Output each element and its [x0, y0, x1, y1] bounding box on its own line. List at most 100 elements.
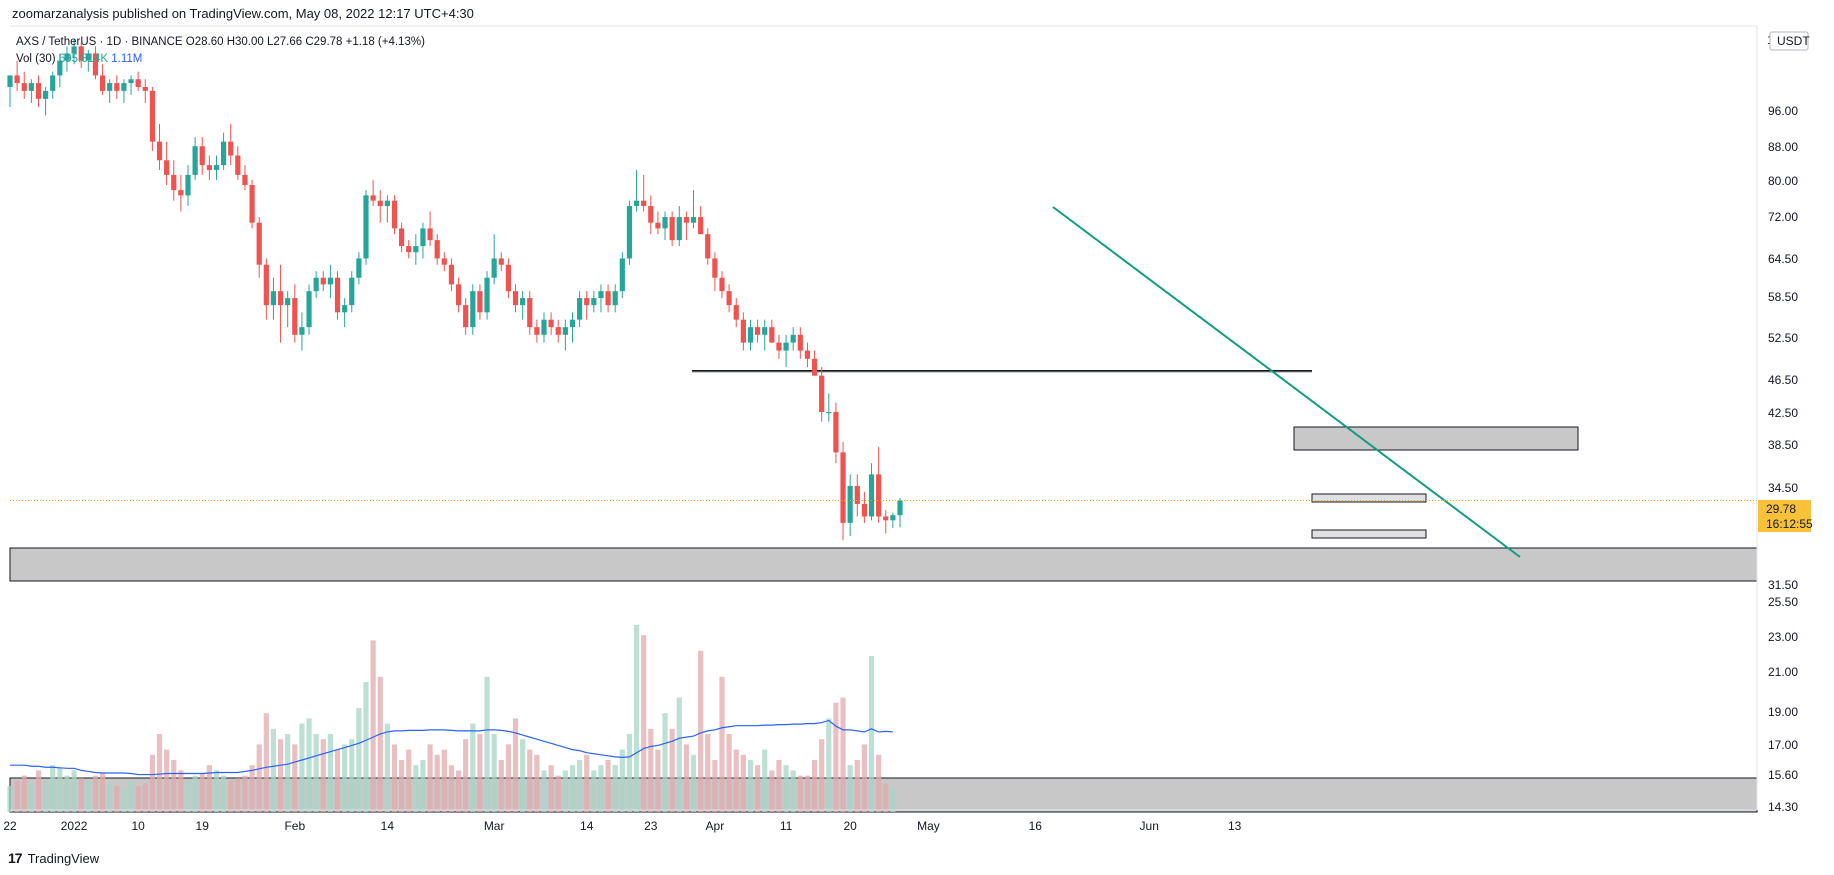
candle-body [463, 305, 469, 328]
candle-body [71, 46, 77, 54]
candle-body [185, 174, 191, 196]
candle-body [85, 53, 91, 61]
volume-bar [591, 770, 597, 812]
time-axis-label: 19 [196, 819, 210, 833]
candle-body [370, 195, 376, 201]
candle-body [128, 79, 134, 84]
publish-header: zoomarzanalysis published on TradingView… [12, 6, 474, 21]
volume-bar [92, 775, 99, 812]
volume-bar [733, 749, 739, 812]
volume-bar [569, 765, 576, 812]
candle-body [356, 258, 362, 278]
time-axis-label: 16 [1029, 819, 1043, 833]
candle-body [584, 298, 590, 306]
candle-body [57, 60, 63, 76]
candle-body [641, 200, 647, 207]
candle-body [228, 141, 234, 156]
candle-body [847, 485, 853, 523]
candle-body [377, 200, 383, 207]
time-axis-label: Apr [706, 819, 725, 833]
volume-bar [541, 770, 547, 812]
volume-bar [427, 744, 433, 812]
candle-body [712, 258, 718, 278]
time-axis-label: 10 [131, 819, 145, 833]
volume-bar [149, 754, 155, 812]
volume-bar [142, 783, 148, 812]
candle-body [541, 319, 547, 335]
candle-body [797, 334, 803, 351]
volume-bar [776, 760, 782, 812]
volume-bar [292, 744, 298, 812]
candle-body [804, 350, 811, 359]
candle-body [28, 83, 34, 91]
volume-bar [626, 734, 633, 812]
volume-bar [263, 713, 269, 812]
candle-body [263, 264, 269, 306]
volume-bar [235, 778, 241, 812]
time-axis-label: 14 [381, 819, 395, 833]
candle-body [413, 246, 419, 253]
lines-layer [10, 206, 1757, 558]
candle-body [605, 291, 611, 306]
volume-value: 695.814K [59, 53, 111, 65]
candle-body [121, 83, 127, 91]
volume-bar [107, 783, 113, 812]
candle-body [698, 217, 704, 235]
volume-bar [605, 760, 611, 812]
candle-body [142, 86, 148, 91]
candle-body [171, 174, 177, 191]
volume-bar [164, 749, 170, 812]
volume-bar [463, 739, 469, 812]
volume-bar [520, 739, 526, 812]
volume-bar [377, 676, 383, 812]
currency-badge[interactable] [1769, 31, 1809, 51]
time-axis-label: 22 [3, 819, 17, 833]
price-tick-label: 72.00 [1768, 210, 1798, 224]
symbol-legend: AXS / TetherUS · 1D · BINANCE O28.60 H30… [16, 36, 425, 48]
volume-bar [641, 635, 647, 812]
volume-bar [690, 754, 697, 812]
volume-bar [135, 786, 141, 812]
volume-bar [662, 713, 668, 812]
volume-layer [7, 624, 896, 812]
volume-bar [185, 780, 191, 812]
candle-body [399, 228, 405, 247]
price-tick-label: 38.50 [1768, 438, 1798, 452]
candle-body [221, 141, 227, 166]
candle-body [512, 291, 519, 306]
candle-body [107, 83, 113, 91]
candle-body [655, 222, 661, 229]
candle-body [790, 334, 796, 343]
candle-body [64, 53, 70, 61]
candle-body [740, 319, 746, 343]
candle-body [213, 165, 220, 170]
volume-bar [890, 788, 896, 812]
volume-bar [192, 775, 198, 812]
volume-bar [762, 749, 768, 812]
candle-body [527, 298, 533, 328]
candle-body [548, 319, 554, 328]
candle-body [598, 291, 604, 299]
last-price-value: 29.78 [1766, 502, 1796, 516]
candle-body [876, 474, 882, 517]
resistance-zone [1293, 426, 1579, 451]
currency-label: USDT [1777, 34, 1810, 48]
candle-body [470, 291, 476, 328]
volume-bar [555, 775, 561, 812]
time-axis-label: 2022 [61, 819, 88, 833]
volume-bar [128, 780, 134, 812]
candle-body [733, 305, 739, 320]
candle-body [35, 83, 42, 99]
time-axis-label: 11 [780, 819, 793, 833]
volume-bar [883, 783, 889, 812]
volume-bar [747, 760, 754, 812]
volume-bar [655, 749, 661, 812]
price-tick-label: 58.50 [1768, 290, 1798, 304]
candle-body [648, 206, 654, 223]
price-tick-label: 80.00 [1768, 174, 1798, 188]
candle-body [747, 327, 754, 343]
candle-body [235, 155, 241, 175]
candle-body [420, 228, 426, 247]
volume-bar [448, 765, 455, 812]
